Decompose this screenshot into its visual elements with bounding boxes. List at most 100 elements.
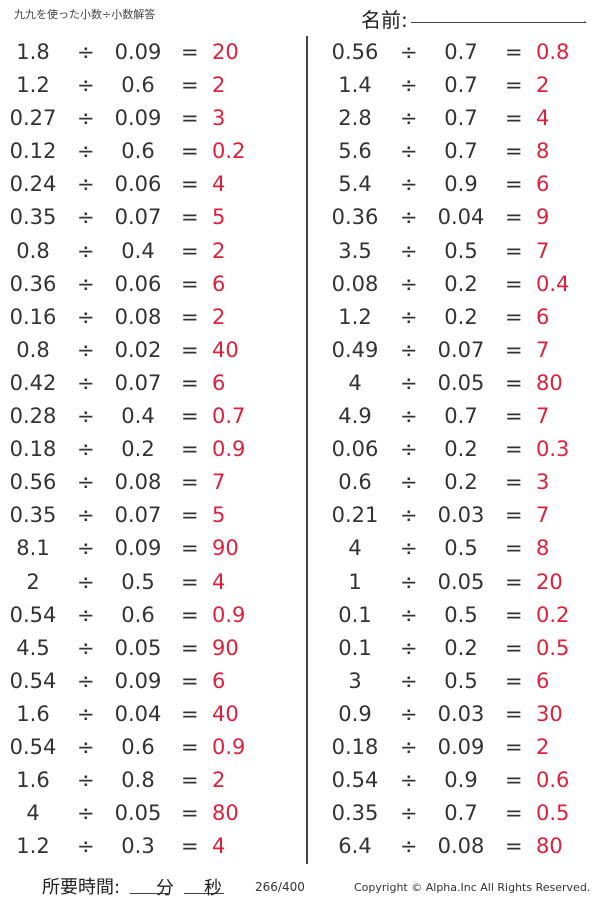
divide-sign: ÷	[77, 370, 95, 395]
answer: 5	[212, 503, 226, 528]
divide-sign: ÷	[77, 139, 95, 164]
equals-sign: =	[181, 40, 199, 64]
divisor: 0.03	[437, 503, 485, 528]
dividend: 0.6	[338, 470, 372, 495]
divide-sign: ÷	[400, 238, 418, 263]
equals-sign: =	[181, 271, 199, 296]
divisor: 0.7	[444, 106, 478, 131]
problem-row: 0.06 ÷ 0.2 = 0.3	[310, 433, 600, 466]
divisor: 0.07	[114, 205, 162, 230]
divisor: 0.2	[121, 437, 155, 462]
divisor: 0.06	[114, 172, 162, 197]
dividend: 0.35	[9, 503, 57, 528]
divide-sign: ÷	[77, 73, 95, 98]
divide-sign: ÷	[400, 404, 418, 429]
problem-row: 0.42 ÷ 0.07 = 6	[0, 367, 290, 400]
name-field-line[interactable]	[411, 22, 586, 23]
equals-sign: =	[181, 536, 199, 561]
equals-sign: =	[505, 337, 523, 362]
divisor: 0.5	[121, 569, 155, 594]
equals-sign: =	[505, 668, 523, 693]
answer: 0.4	[536, 271, 570, 296]
answer: 8	[536, 536, 550, 561]
equals-sign: =	[181, 404, 199, 429]
equals-sign: =	[181, 437, 199, 462]
divisor: 0.2	[444, 635, 478, 660]
answer: 80	[536, 834, 563, 859]
problem-row: 0.18 ÷ 0.2 = 0.9	[0, 433, 290, 466]
dividend: 8.1	[16, 536, 50, 561]
answer: 2	[212, 304, 226, 329]
divisor: 0.9	[444, 172, 478, 197]
answer: 6	[212, 668, 226, 693]
problem-row: 0.24 ÷ 0.06 = 4	[0, 168, 290, 201]
problem-row: 0.27 ÷ 0.09 = 3	[0, 102, 290, 135]
dividend: 4	[348, 370, 362, 395]
equals-sign: =	[505, 304, 523, 329]
divisor: 0.6	[121, 734, 155, 759]
problem-row: 0.56 ÷ 0.08 = 7	[0, 466, 290, 499]
divide-sign: ÷	[400, 834, 418, 859]
answer: 7	[212, 470, 226, 495]
problem-row: 0.28 ÷ 0.4 = 0.7	[0, 400, 290, 433]
dividend: 0.8	[16, 238, 50, 263]
answer: 0.9	[212, 437, 246, 462]
answer: 2	[212, 768, 226, 793]
divide-sign: ÷	[400, 304, 418, 329]
divide-sign: ÷	[77, 470, 95, 495]
divide-sign: ÷	[77, 172, 95, 197]
dividend: 4.9	[338, 404, 372, 429]
equals-sign: =	[181, 106, 199, 131]
answer: 0.9	[212, 734, 246, 759]
problem-row: 0.21 ÷ 0.03 = 7	[310, 499, 600, 532]
divide-sign: ÷	[400, 768, 418, 793]
problem-row: 0.54 ÷ 0.09 = 6	[0, 665, 290, 698]
equals-sign: =	[505, 768, 523, 793]
divisor: 0.6	[121, 73, 155, 98]
divisor: 0.07	[437, 337, 485, 362]
answer: 9	[536, 205, 550, 230]
equals-sign: =	[181, 801, 199, 826]
dividend: 4.5	[16, 635, 50, 660]
divide-sign: ÷	[77, 304, 95, 329]
problem-row: 0.49 ÷ 0.07 = 7	[310, 334, 600, 367]
dividend: 0.18	[331, 734, 379, 759]
problem-column-left: 1.8 ÷ 0.09 = 20 1.2 ÷ 0.6 = 2 0.27 ÷ 0.09 = 3 0.12 ÷ 0.6 =…	[0, 36, 290, 863]
equals-sign: =	[505, 602, 523, 627]
divisor: 0.06	[114, 271, 162, 296]
dividend: 0.56	[331, 40, 379, 64]
page-number: 266/400	[255, 880, 305, 894]
problem-row: 4 ÷ 0.5 = 8	[310, 532, 600, 565]
divide-sign: ÷	[400, 40, 418, 64]
dividend: 2.8	[338, 106, 372, 131]
equals-sign: =	[505, 139, 523, 164]
divide-sign: ÷	[400, 205, 418, 230]
answer: 4	[212, 834, 226, 859]
name-dot: .	[583, 12, 587, 26]
equals-sign: =	[505, 536, 523, 561]
equals-sign: =	[181, 768, 199, 793]
dividend: 0.1	[338, 602, 372, 627]
answer: 40	[212, 337, 239, 362]
divide-sign: ÷	[77, 834, 95, 859]
divisor: 0.08	[114, 304, 162, 329]
equals-sign: =	[505, 205, 523, 230]
divide-sign: ÷	[400, 536, 418, 561]
divide-sign: ÷	[400, 503, 418, 528]
dividend: 0.06	[331, 437, 379, 462]
answer: 0.6	[536, 768, 570, 793]
divisor: 0.04	[114, 701, 162, 726]
problem-row: 1 ÷ 0.05 = 20	[310, 566, 600, 599]
dividend: 1.6	[16, 701, 50, 726]
dividend: 5.6	[338, 139, 372, 164]
divisor: 0.08	[437, 834, 485, 859]
answer: 6	[536, 172, 550, 197]
divisor: 0.4	[121, 404, 155, 429]
divisor: 0.7	[444, 139, 478, 164]
problem-row: 1.2 ÷ 0.6 = 2	[0, 69, 290, 102]
divide-sign: ÷	[77, 503, 95, 528]
divide-sign: ÷	[77, 437, 95, 462]
problem-row: 0.35 ÷ 0.07 = 5	[0, 499, 290, 532]
problem-row: 1.4 ÷ 0.7 = 2	[310, 69, 600, 102]
dividend: 0.28	[9, 404, 57, 429]
